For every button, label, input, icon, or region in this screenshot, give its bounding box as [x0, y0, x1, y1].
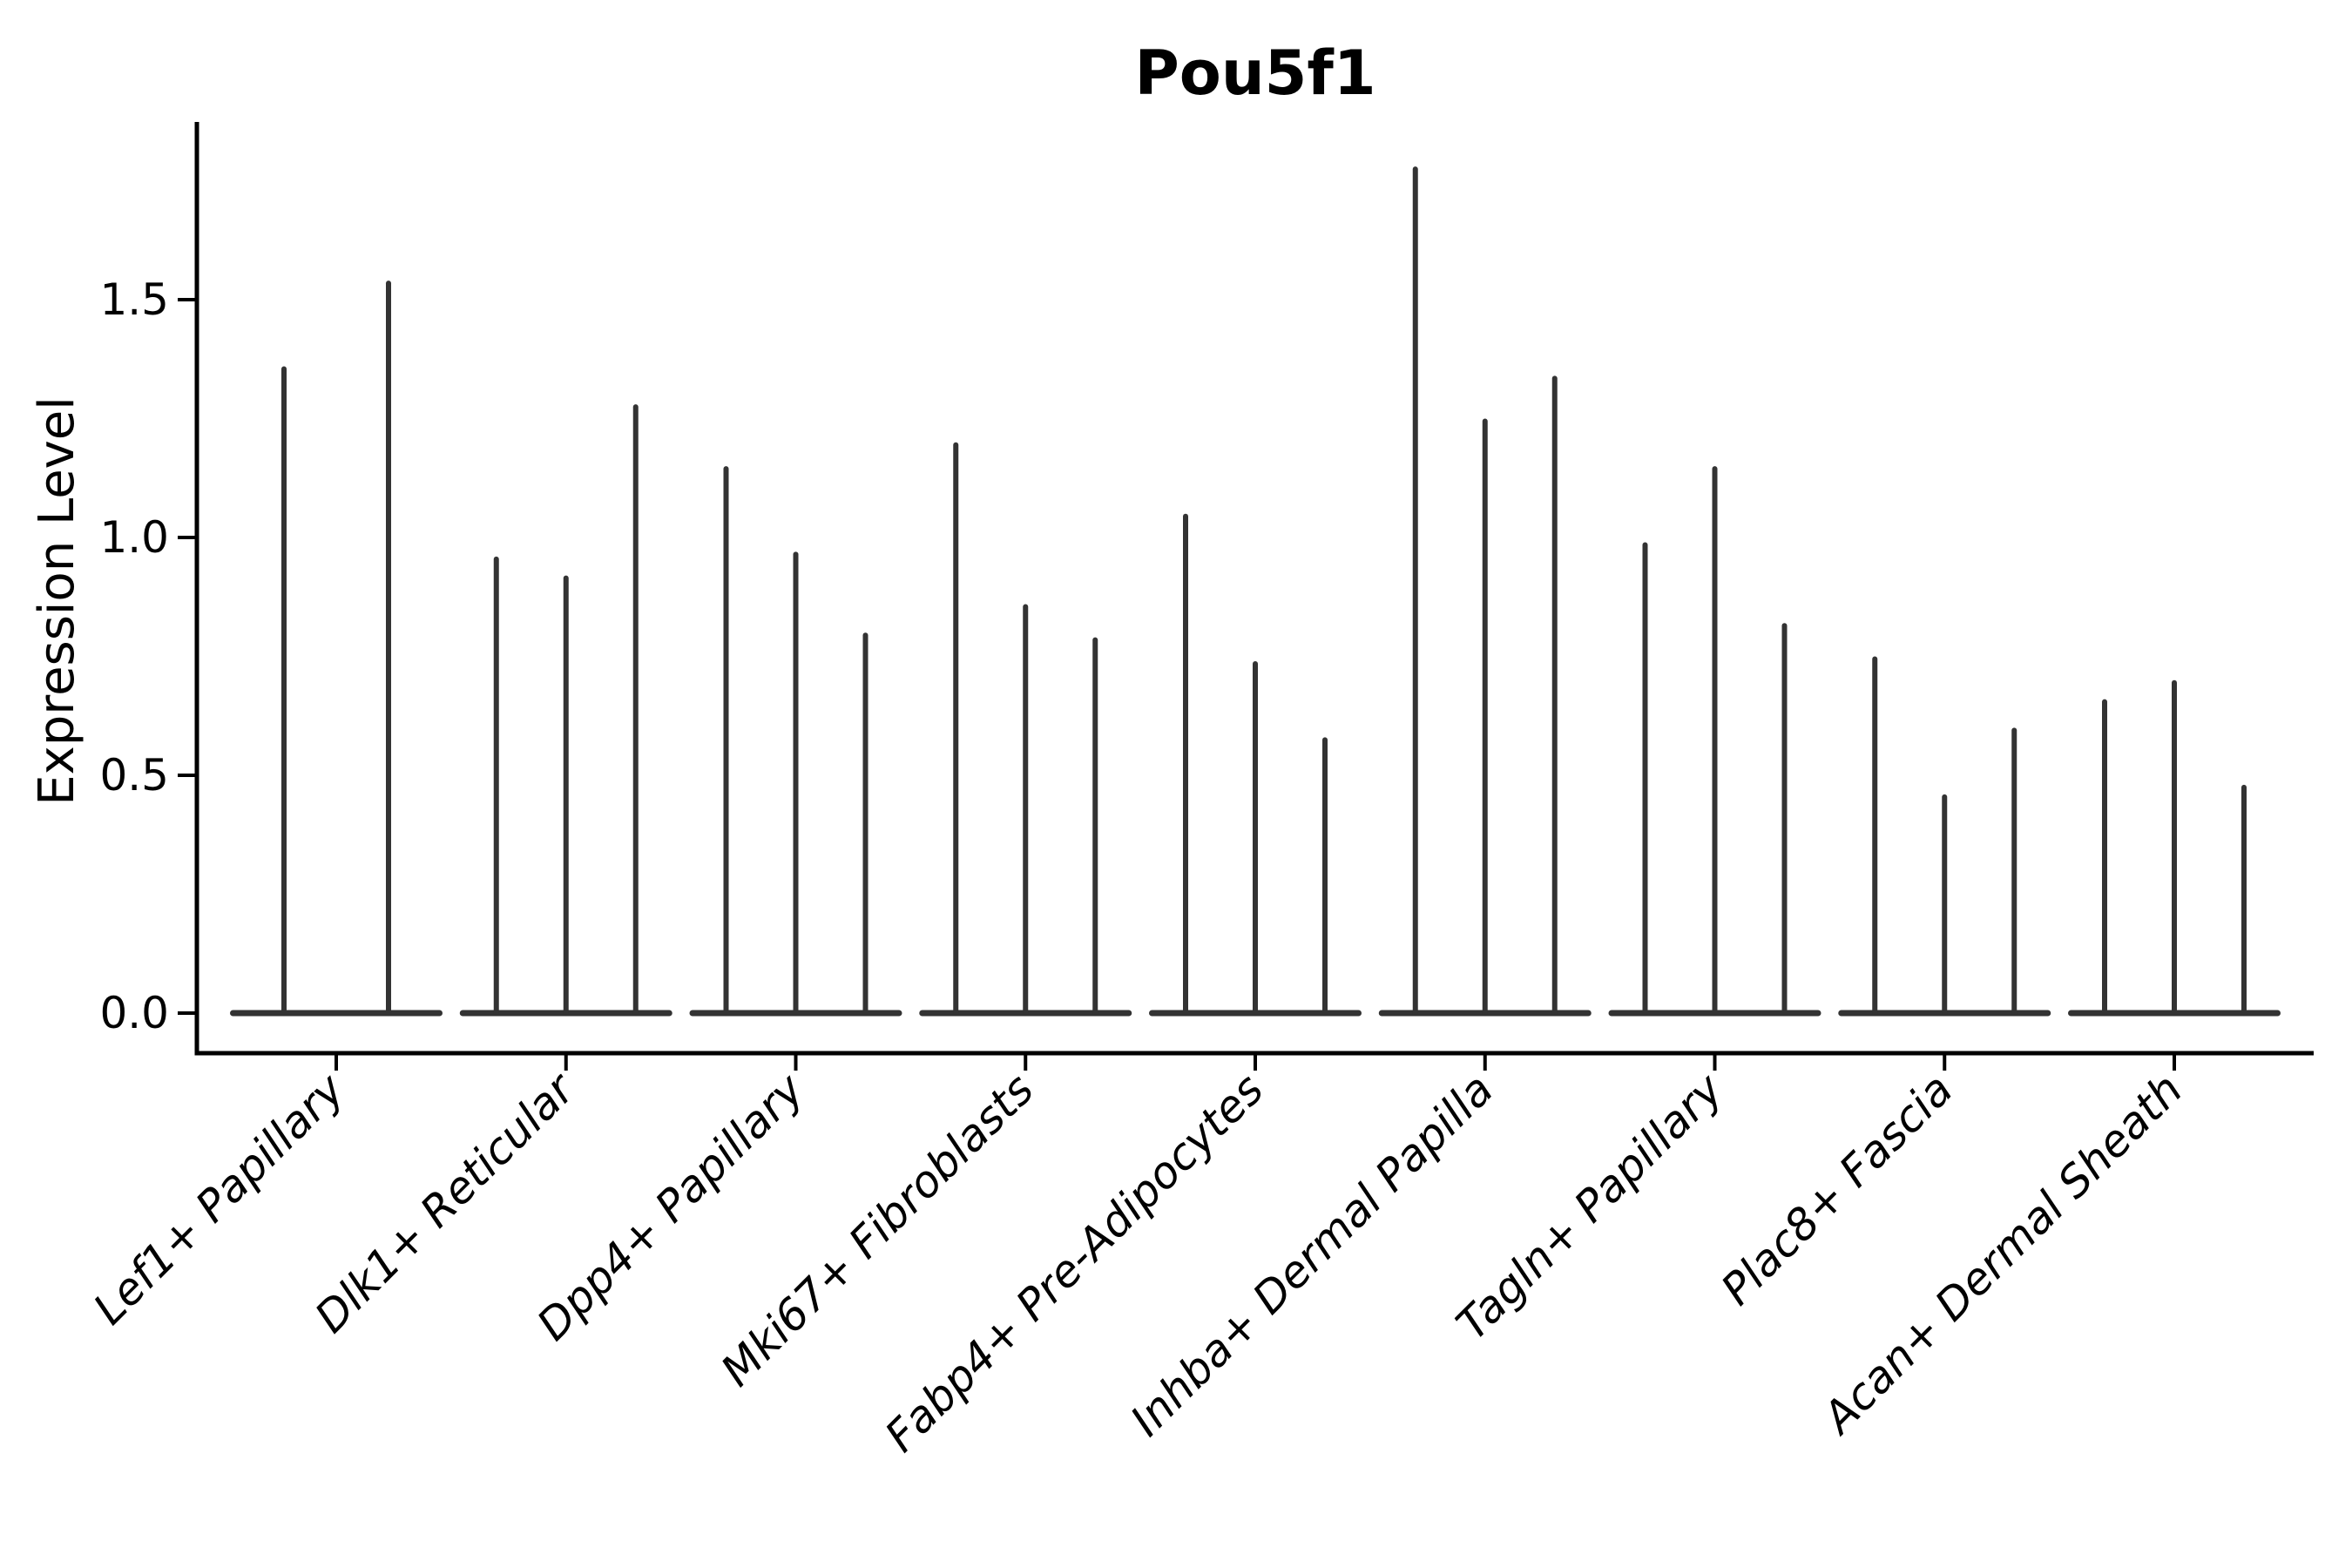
violin-spike	[2172, 679, 2177, 1017]
violin-spike	[1092, 637, 1098, 1017]
chart-title: Pou5f1	[1134, 37, 1375, 109]
violin-group	[919, 442, 1132, 1017]
y-axis-label: Expression Level	[29, 396, 85, 806]
violin-spike	[1412, 166, 1418, 1017]
violin-group	[230, 280, 443, 1017]
violin-spike	[281, 366, 287, 1017]
violin-group	[1149, 513, 1362, 1017]
violin-spike	[493, 556, 499, 1017]
violin-spike	[1872, 656, 1878, 1017]
y-tick-label: 0.0	[99, 988, 169, 1038]
violin-group	[459, 404, 672, 1017]
y-tick-label: 1.5	[99, 274, 169, 325]
violin-spike	[632, 404, 639, 1017]
violin-spike	[1482, 418, 1488, 1017]
x-tick-label: Plac8+ Fascia	[1712, 1064, 1963, 1315]
violin-group	[2068, 679, 2281, 1017]
violin-base	[230, 1010, 443, 1017]
violin-spike	[1322, 737, 1328, 1017]
violin-spike	[2011, 727, 2017, 1017]
violin-spike	[2102, 699, 2107, 1017]
violin-group	[1378, 166, 1592, 1017]
y-tick-label: 1.0	[99, 512, 169, 563]
violin-group	[1838, 656, 2051, 1017]
violin-spike	[793, 551, 799, 1017]
violin-spike	[1253, 660, 1258, 1017]
violin-spike	[1023, 604, 1029, 1017]
violin-group	[689, 466, 902, 1017]
violin-series	[230, 166, 2281, 1017]
violin-group	[1608, 466, 1821, 1017]
x-tick-label: Inhba+ Dermal Papilla	[1121, 1064, 1503, 1445]
violin-spike	[723, 466, 729, 1017]
violin-spike	[1183, 513, 1188, 1017]
violin-spike	[1781, 623, 1788, 1017]
violin-spike	[953, 442, 959, 1017]
x-tick-label: Fabp4+ Pre-Adipocytes	[875, 1064, 1274, 1462]
x-tick-label: Lef1+ Papillary	[84, 1063, 355, 1334]
violin-spike	[1551, 375, 1558, 1017]
violin-spike	[1712, 466, 1718, 1017]
y-tick-label: 0.5	[99, 750, 169, 801]
violin-spike	[862, 632, 868, 1017]
y-axis-ticks: 0.0 0.5 1.0 1.5	[99, 274, 197, 1038]
violin-spike	[1642, 542, 1648, 1017]
violin-spike	[2241, 784, 2247, 1017]
violin-spike	[386, 280, 391, 1017]
violin-spike	[1942, 794, 1948, 1017]
violin-spike	[563, 575, 569, 1017]
